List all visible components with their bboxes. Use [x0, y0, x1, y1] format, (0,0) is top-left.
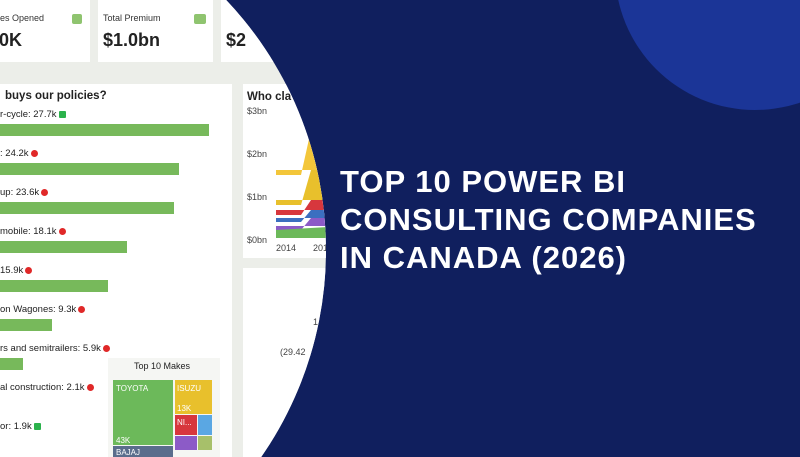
row-value: 23.6k — [15, 187, 40, 198]
row-value: 27.7k — [33, 109, 57, 120]
row-value: 1.9k — [13, 421, 32, 432]
bar-label: mobile: 18.1k — [0, 226, 66, 237]
status-icon — [102, 344, 110, 352]
treemap-label: 43K — [116, 436, 131, 445]
status-icon — [78, 305, 86, 313]
treemap-title: Top 10 Makes — [134, 361, 191, 371]
treemap-cell — [198, 415, 212, 435]
status-icon — [86, 383, 94, 391]
area-band — [276, 226, 326, 238]
y-tick-label: $1bn — [247, 192, 268, 202]
treemap-label: 13K — [177, 404, 192, 413]
status-icon — [33, 422, 41, 430]
row-label: or: — [0, 421, 12, 432]
row-label: al construction: — [0, 382, 64, 393]
row-value: 24.2k — [5, 148, 29, 159]
treemap-label: ISUZU — [177, 384, 201, 393]
bar-label: on Wagones: 9.3k — [0, 304, 86, 315]
treemap-label: NI... — [177, 418, 192, 427]
y-tick-label: $2bn — [247, 149, 268, 159]
area-band — [276, 210, 326, 222]
status-icon — [41, 188, 49, 196]
panel-text: (29.42 — [280, 347, 306, 357]
area-chart — [276, 130, 326, 238]
x-tick-label: 2014 — [276, 243, 297, 253]
status-icon — [25, 266, 33, 274]
treemap-label: TOYOTA — [116, 384, 149, 393]
card-icon — [194, 14, 206, 24]
accent-circle — [615, 0, 800, 110]
area-band — [276, 218, 326, 230]
bar-label: up: 23.6k — [0, 187, 49, 198]
row-value: 18.1k — [33, 226, 57, 237]
area-band — [276, 200, 326, 215]
status-icon — [30, 149, 38, 157]
card-value: $2 — [226, 30, 247, 50]
headline: CONSULTING COMPANIES — [340, 202, 757, 237]
card-label: Total Premium — [103, 13, 161, 23]
bar — [0, 202, 175, 214]
row-value: 2.1k — [66, 382, 85, 393]
y-tick-label: $0bn — [247, 235, 268, 245]
row-value: 9.3k — [58, 304, 77, 315]
card-label: es Opened — [0, 13, 45, 23]
y-tick-label: $3bn — [247, 106, 268, 116]
bar — [0, 358, 24, 370]
row-value: 5.9k — [82, 343, 101, 354]
bar-label: r-cycle: 27.7k — [0, 109, 66, 120]
panel-title: buys our policies? — [5, 90, 107, 102]
treemap-cell — [113, 380, 173, 445]
card — [98, 0, 213, 62]
treemap-cell — [175, 380, 212, 414]
row-label: on Wagones: — [0, 304, 56, 315]
row-label: r-cycle: — [0, 109, 31, 120]
row-label: : — [0, 148, 3, 159]
area-band — [276, 170, 326, 205]
headline: TOP 10 POWER BI — [340, 164, 627, 199]
row-label: mobile: — [0, 226, 31, 237]
x-tick-label: 201 — [313, 243, 329, 253]
bar-label: rs and semitrailers: 5.9k — [0, 343, 110, 354]
card-icon — [72, 14, 82, 24]
headline: IN CANADA (2026) — [340, 240, 628, 275]
row-value: 15.9k — [0, 265, 24, 276]
treemap-cell — [113, 446, 173, 457]
treemap-cell — [175, 436, 197, 450]
bar-label: : 24.2k — [0, 148, 38, 159]
row-label: up: — [0, 187, 14, 198]
bar — [0, 241, 128, 253]
treemap-label: BAJAJ — [116, 448, 141, 457]
card-value: $1.0bn — [103, 30, 161, 50]
bar-label: al construction: 2.1k — [0, 382, 94, 393]
bar — [0, 319, 53, 331]
bar — [0, 124, 209, 136]
bar-label: or: 1.9k — [0, 421, 41, 432]
treemap-cell — [198, 436, 212, 450]
status-icon — [58, 110, 66, 118]
panel-title: Who cla — [247, 91, 292, 103]
panel-text: 1 — [313, 317, 319, 327]
card-value: 30K — [0, 30, 23, 50]
row-label: rs and semitrailers: — [0, 343, 81, 354]
card — [0, 0, 90, 62]
bar — [0, 280, 109, 292]
bar-label: 15.9k — [0, 265, 33, 276]
treemap-cell — [175, 415, 197, 435]
bar — [0, 163, 180, 175]
area-band — [276, 130, 326, 175]
status-icon — [58, 227, 66, 235]
lower-panel — [243, 268, 326, 457]
